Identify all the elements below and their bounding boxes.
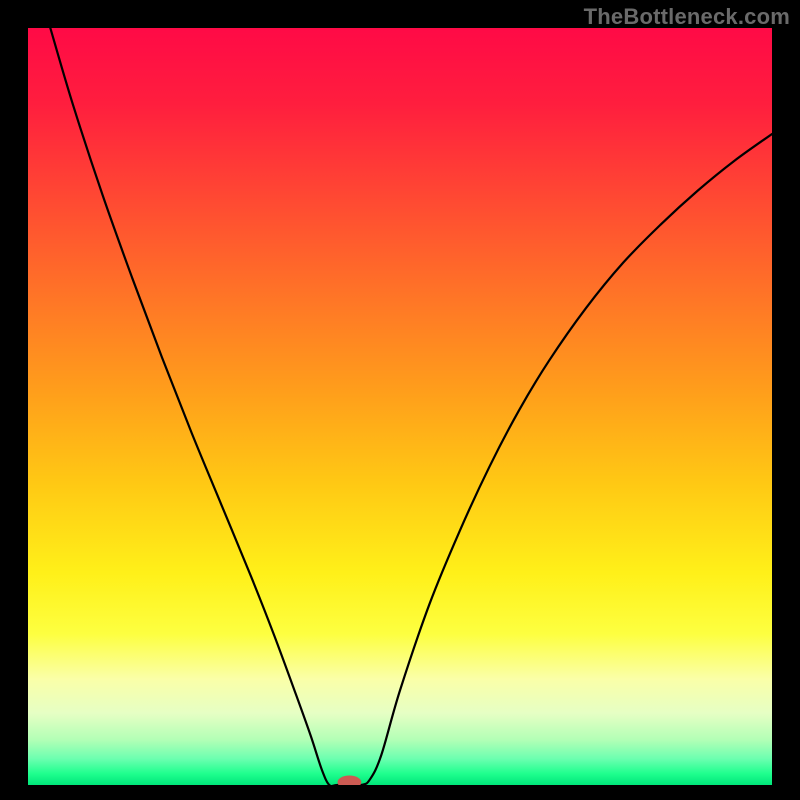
optimum-marker [338, 775, 362, 789]
bottleneck-chart [0, 0, 800, 800]
plot-background [28, 28, 772, 785]
chart-frame: TheBottleneck.com [0, 0, 800, 800]
watermark-text: TheBottleneck.com [584, 4, 790, 30]
